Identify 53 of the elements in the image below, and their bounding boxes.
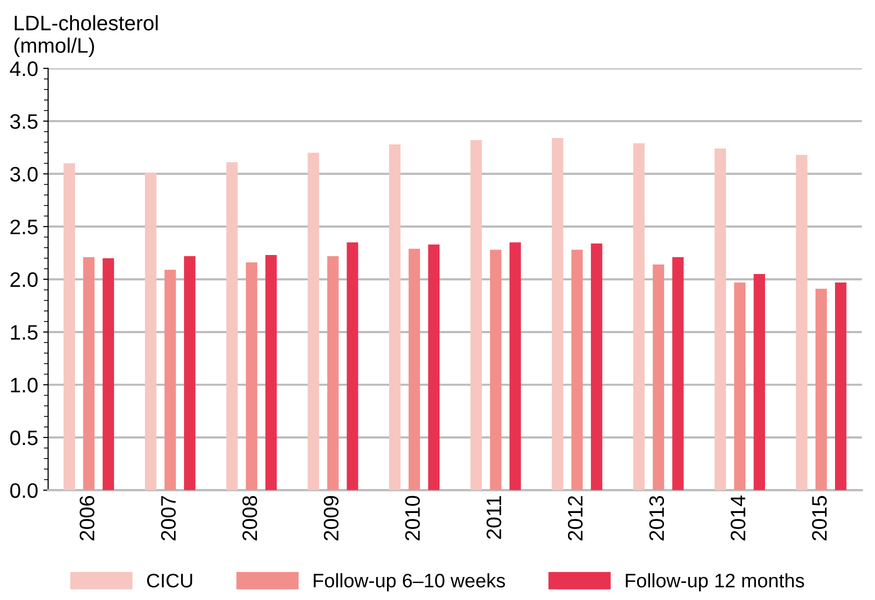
bar <box>389 144 400 490</box>
bar <box>815 288 827 490</box>
y-tick-label: 0.5 <box>10 430 38 446</box>
y-tick-label: 3.0 <box>10 166 38 182</box>
y-tick-label: 2.0 <box>10 272 38 288</box>
bar <box>164 270 176 490</box>
bar <box>184 256 196 490</box>
bar <box>83 257 95 490</box>
bar <box>428 244 440 490</box>
bar <box>490 250 502 490</box>
y-tick-label: 1.5 <box>11 325 38 340</box>
bar <box>346 242 358 490</box>
bar <box>571 250 583 490</box>
bar <box>408 248 420 490</box>
x-tick-label: 2011 <box>486 496 502 539</box>
x-tick-label: 2006 <box>80 496 94 540</box>
bar <box>510 242 521 490</box>
x-tick-label: 2007 <box>161 496 176 540</box>
bar <box>633 143 645 490</box>
bar <box>552 138 564 490</box>
x-tick-label: 2009 <box>324 496 339 540</box>
x-tick-label: 2015 <box>812 496 827 540</box>
bar <box>102 258 114 490</box>
legend-label: Follow-up 6–10 weeks <box>314 573 505 592</box>
y-tick-label: 2.5 <box>10 220 38 234</box>
y-tick-label: 1.0 <box>11 378 38 393</box>
legend-label: CICU <box>147 574 192 588</box>
bar <box>470 140 482 490</box>
bar <box>796 154 808 490</box>
bar <box>754 274 766 490</box>
y-tick-label: 0.0 <box>10 483 38 498</box>
bar <box>265 255 277 490</box>
x-tick-label: 2008 <box>242 496 258 540</box>
y-tick-label: 3.5 <box>10 114 38 129</box>
x-tick-label: 2010 <box>405 496 420 540</box>
x-tick-label: 2012 <box>568 496 583 540</box>
bar <box>714 148 726 490</box>
bar <box>590 243 602 490</box>
y-axis-title: LDL-cholesterol (mmol/L) <box>14 15 158 57</box>
bar <box>226 162 238 490</box>
bar <box>734 282 746 490</box>
bar <box>64 163 75 490</box>
y-tick-label: 4.0 <box>10 61 38 76</box>
x-tick-label: 2013 <box>649 496 664 540</box>
bar <box>327 256 339 490</box>
bar <box>246 262 258 490</box>
bar <box>835 282 846 490</box>
bar <box>652 264 664 490</box>
bar <box>144 172 156 490</box>
legend-label: Follow-up 12 months <box>626 573 804 592</box>
bar <box>672 257 684 490</box>
x-tick-label: 2014 <box>730 496 746 540</box>
bar <box>308 152 320 490</box>
